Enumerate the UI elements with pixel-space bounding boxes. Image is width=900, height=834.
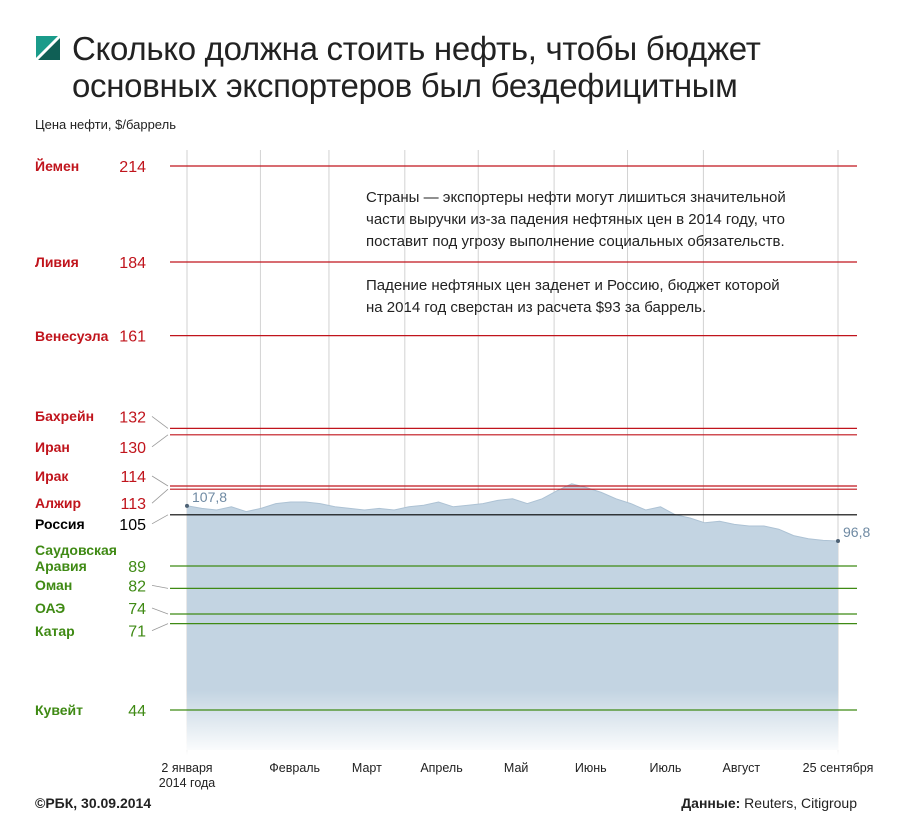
logo [34, 34, 62, 62]
reference-value: 114 [120, 469, 146, 486]
country-label: Ливия [35, 254, 79, 270]
reference-value: 161 [119, 329, 146, 346]
reference-value: 82 [128, 578, 146, 595]
connector [151, 585, 169, 589]
country-label: Оман [35, 577, 73, 594]
connector [151, 475, 169, 487]
end-point [836, 539, 840, 544]
x-tick-label: Июнь [574, 761, 607, 775]
country-label: ОАЭ [35, 600, 66, 616]
end-point [185, 503, 189, 508]
reference-value: 214 [119, 159, 146, 176]
country-label: Ирак [35, 468, 69, 484]
reference-value: 89 [128, 559, 146, 576]
connector [151, 623, 169, 631]
x-tick-label: Февраль [269, 761, 321, 775]
x-tick-label: Август [722, 761, 761, 775]
country-label: Саудовская Аравия [35, 542, 117, 574]
country-label: Кувейт [35, 702, 84, 718]
country-label: Йемен [35, 158, 80, 174]
country-label: Венесуэла [35, 327, 109, 344]
value-label: 96,8 [843, 524, 870, 540]
value-label: 107,8 [192, 489, 227, 505]
country-label: Россия [35, 515, 85, 532]
source: ©РБК, 30.09.2014 [35, 795, 152, 811]
data-source-label: Данные: [681, 795, 741, 811]
reference-value: 74 [128, 601, 146, 618]
country-label: Алжир [35, 495, 82, 512]
reference-value: 130 [119, 440, 146, 457]
x-tick-label: Июль [649, 761, 682, 775]
country-label: Бахрейн [35, 408, 95, 425]
connector [151, 488, 169, 504]
price-area [187, 483, 838, 750]
x-tick-label: Апрель [420, 761, 463, 775]
data-source-text: Reuters, Citigroup [744, 795, 857, 811]
price-line [186, 483, 839, 542]
country-label: Иран [35, 438, 70, 455]
reference-value: 113 [120, 496, 146, 513]
x-tick-label: Май [503, 761, 529, 775]
x-tick-label: 2 января 2014 года [158, 761, 216, 790]
y-axis-label: Цена нефти, $/баррель [35, 117, 176, 132]
annotation: Падение нефтяных цен заденет и Россию, б… [366, 277, 780, 316]
reference-value: 132 [119, 409, 146, 426]
connector [151, 434, 169, 448]
x-tick-label: 25 сентября [802, 761, 874, 775]
country-label: Катар [35, 622, 75, 639]
reference-value: 184 [119, 255, 146, 272]
reference-value: 105 [119, 517, 146, 534]
connector [151, 514, 169, 525]
chart-title: Сколько должна стоить нефть, чтобы бюдже… [72, 30, 761, 104]
data-source: Данные: Reuters, Citigroup [681, 795, 857, 811]
connector [151, 607, 169, 615]
fade [170, 690, 857, 760]
connector [151, 416, 169, 429]
x-tick-label: Март [351, 761, 382, 775]
reference-value: 71 [128, 624, 146, 641]
annotation: Страны — экспортеры нефти могут лишиться… [366, 189, 786, 250]
reference-value: 44 [128, 703, 146, 720]
